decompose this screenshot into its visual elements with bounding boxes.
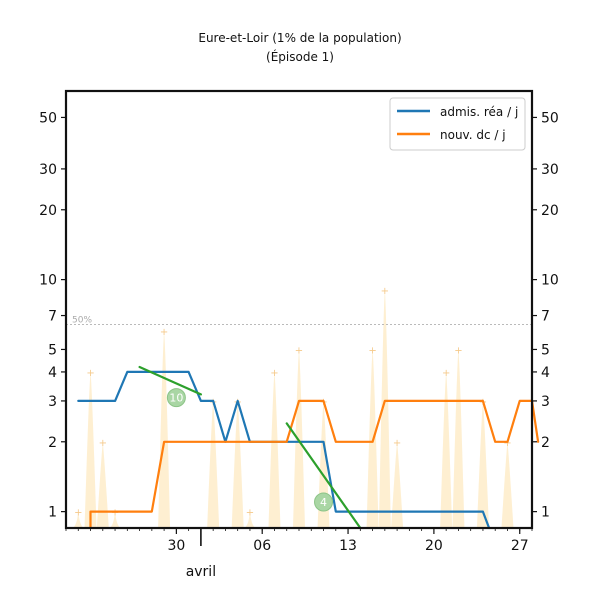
y-tick-label-left-5: 7 <box>48 309 57 325</box>
daily-spike-marker-9: + <box>295 345 303 356</box>
daily-spike-15 <box>452 349 465 528</box>
daily-spike-4 <box>158 331 171 528</box>
x-tick-label-3: 20 <box>425 538 443 554</box>
y-tick-label-right-9: 50 <box>541 110 559 126</box>
reference-line-label: 50% <box>72 316 92 326</box>
y-tick-label-left-0: 1 <box>48 505 57 521</box>
daily-spike-marker-7: + <box>246 508 254 519</box>
x-axis: 30 06 13 20 27 avril <box>65 528 533 580</box>
daily-spike-marker-15: + <box>454 345 462 356</box>
trend-line-1 <box>285 422 362 530</box>
y-tick-label-right-4: 5 <box>541 342 550 358</box>
y-tick-label-left-8: 30 <box>39 162 57 178</box>
y-tick-label-left-9: 50 <box>39 110 57 126</box>
daily-spike-marker-11: + <box>368 345 376 356</box>
daily-spike-marker-4: + <box>160 327 168 338</box>
y-tick-label-right-5: 7 <box>541 309 550 325</box>
y-tick-label-right-7: 20 <box>541 203 559 219</box>
trend-lines-layer: 10 4 <box>138 365 362 530</box>
y-axis: 1 1 2 2 3 3 4 4 5 5 7 7 10 10 20 20 30 30 50 50 <box>39 110 559 520</box>
y-tick-label-right-3: 4 <box>541 365 550 381</box>
y-tick-label-left-2: 3 <box>48 394 57 410</box>
daily-spike-17 <box>501 441 514 528</box>
daily-spike-16 <box>476 400 489 528</box>
reference-line-layer: 50% <box>66 316 532 326</box>
x-tick-label-4: 27 <box>511 538 529 554</box>
trend-badge-label-1: 4 <box>320 496 327 509</box>
series-layer <box>77 370 540 530</box>
daily-spike-marker-17: + <box>503 438 511 449</box>
daily-spike-6 <box>231 400 244 528</box>
y-tick-label-left-7: 20 <box>39 203 57 219</box>
x-tick-label-1: 06 <box>253 538 271 554</box>
daily-spikes-layer: ++++++ ++++++++++++ <box>72 286 514 528</box>
y-tick-label-right-0: 1 <box>541 505 550 521</box>
daily-spike-14 <box>440 371 453 528</box>
series-line-0 <box>77 370 491 530</box>
daily-spike-5 <box>207 400 220 528</box>
trend-badge-0 <box>166 388 186 408</box>
chart-title: Eure-et-Loir (1% de la population) <box>198 31 401 45</box>
trend-badge-1 <box>314 492 334 512</box>
daily-spike-12 <box>378 290 391 528</box>
daily-spike-marker-13: + <box>393 438 401 449</box>
daily-spike-0 <box>72 511 85 528</box>
series-line-1 <box>89 399 540 530</box>
daily-spike-marker-14: + <box>442 368 450 379</box>
y-tick-label-left-3: 4 <box>48 365 57 381</box>
chart-subtitle: (Épisode 1) <box>266 49 334 64</box>
y-tick-label-left-6: 10 <box>39 273 57 289</box>
y-tick-label-right-6: 10 <box>541 273 559 289</box>
daily-spike-7 <box>243 511 256 528</box>
trend-badge-label-0: 10 <box>169 392 183 405</box>
daily-spike-marker-12: + <box>381 286 389 297</box>
daily-spike-3 <box>109 511 122 528</box>
daily-spike-9 <box>293 349 305 528</box>
legend-label-deces: nouv. dc / j <box>440 128 506 142</box>
y-tick-label-right-2: 3 <box>541 394 550 410</box>
y-tick-label-left-1: 2 <box>48 435 57 451</box>
daily-spike-8 <box>268 371 281 528</box>
y-tick-label-left-4: 5 <box>48 342 57 358</box>
trend-line-0 <box>138 365 202 396</box>
x-month-label: avril <box>186 564 216 580</box>
daily-spike-marker-1: + <box>86 368 94 379</box>
daily-spike-13 <box>391 441 404 528</box>
y-tick-label-right-1: 2 <box>541 435 550 451</box>
daily-spike-marker-2: + <box>99 438 107 449</box>
x-tick-label-0: 30 <box>167 538 185 554</box>
daily-spike-marker-8: + <box>270 368 278 379</box>
legend-label-admis: admis. réa / j <box>440 105 518 119</box>
legend: admis. réa / j nouv. dc / j <box>389 97 526 151</box>
daily-spike-marker-0: + <box>74 508 82 519</box>
daily-spike-2 <box>96 441 109 528</box>
daily-spike-1 <box>84 371 97 528</box>
y-tick-label-right-8: 30 <box>541 162 559 178</box>
x-tick-label-2: 13 <box>339 538 357 554</box>
daily-spike-marker-3: + <box>111 508 119 519</box>
